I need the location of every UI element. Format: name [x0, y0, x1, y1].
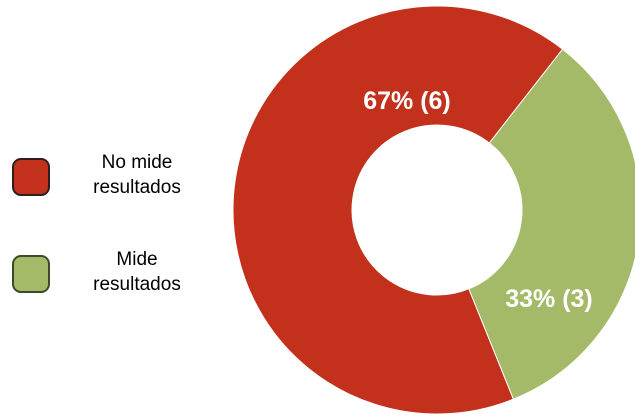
legend-item-mide: Mide resultados — [12, 247, 212, 307]
data-label-mide: 33% (3) — [505, 285, 593, 313]
data-label-no-mide: 67% (6) — [363, 87, 451, 115]
donut-slice-mide — [468, 48, 635, 400]
legend-swatch-no-mide — [12, 158, 50, 196]
legend-label-no-mide: No mide resultados — [93, 152, 181, 198]
donut-slice-no-mide — [232, 5, 564, 415]
chart-legend: No mide resultados Mide resultados — [0, 0, 220, 419]
legend-swatch-mide — [12, 255, 50, 293]
legend-label-mide: Mide resultados — [93, 249, 181, 295]
legend-item-no-mide: No mide resultados — [12, 150, 212, 210]
